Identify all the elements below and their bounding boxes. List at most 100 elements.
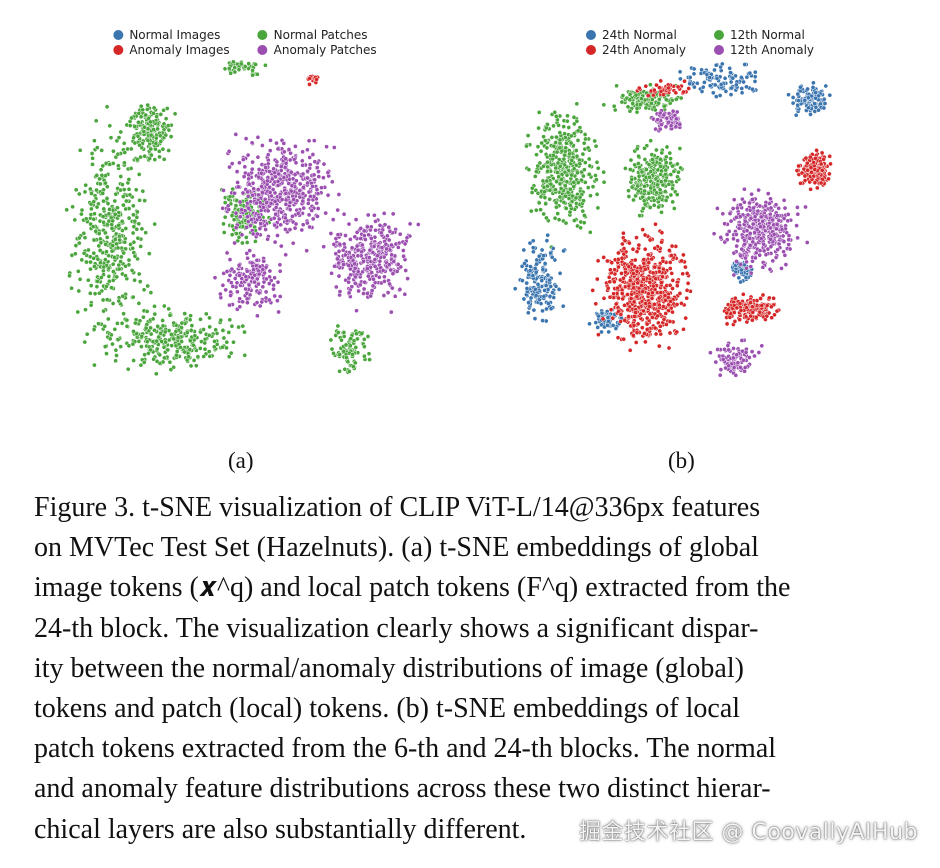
scatter-point [202,346,208,352]
scatter-point [631,333,636,338]
scatter-point [605,258,610,264]
scatter-point [666,85,672,91]
scatter-point [658,164,663,169]
scatter-point [768,225,773,231]
scatter-point [309,208,315,213]
scatter-point [381,293,387,298]
scatter-point [657,126,663,132]
scatter-point [526,167,532,172]
scatter-point [355,247,361,253]
scatter-point [331,145,337,150]
scatter-point [397,287,403,292]
scatter-point [277,294,283,299]
scatter-point [586,156,592,162]
scatter-point [808,112,813,117]
scatter-point [100,297,106,303]
scatter-point [605,322,610,328]
scatter-point [658,179,664,185]
scatter-point [162,355,167,361]
scatter-point [248,223,253,228]
scatter-point [808,186,813,192]
scatter-point [165,123,171,128]
scatter-point [781,216,787,221]
scatter-point [179,320,185,326]
scatter-point [101,264,107,270]
scatter-point [267,169,272,174]
scatter-point [553,187,558,193]
legend-label: Anomaly Images [129,43,230,57]
scatter-point [658,78,664,84]
scatter-point [653,276,659,282]
scatter-point [359,331,365,336]
scatter-point [336,273,342,279]
scatter-point [821,105,827,111]
scatter-point [153,135,159,141]
scatter-point [233,210,239,216]
scatter-point [76,191,82,197]
scatter-point [562,131,567,137]
scatter-point [616,295,621,301]
scatter-point [781,197,787,203]
scatter-point [639,169,645,175]
scatter-point [394,269,400,274]
scatter-point [707,83,713,89]
scatter-point [640,206,646,211]
scatter-point [245,214,250,220]
scatter-point [542,138,548,143]
scatter-point [277,262,283,268]
scatter-point [283,252,289,258]
scatter-point [165,347,171,353]
scatter-point [130,203,136,209]
scatter-point [112,237,118,242]
scatter-point [534,152,539,158]
scatter-point [240,299,246,305]
scatter-point [677,291,683,296]
scatter-point [643,339,648,345]
scatter-point [224,339,230,345]
scatter-point [532,286,538,292]
scatter-point [188,363,194,369]
scatter-point [232,69,238,75]
scatter-point [231,59,236,65]
scatter-point [255,154,261,160]
scatter-point [143,325,149,331]
scatter-point [642,145,647,151]
scatter-point [371,244,377,249]
scatter-point [747,231,753,236]
scatter-point [826,176,831,182]
scatter-point [667,266,673,271]
scatter-point [630,271,636,276]
scatter-point [245,255,250,261]
scatter-point [626,283,632,289]
scatter-point [101,268,106,274]
scatter-point [658,89,664,94]
scatter-point [267,268,273,274]
scatter-point [123,273,128,279]
scatter-point [365,334,371,339]
scatter-point [628,157,634,163]
scatter-point [771,231,777,237]
scatter-point [103,230,108,236]
scatter-point [388,309,394,315]
scatter-point [369,288,375,293]
scatter-point [233,203,239,208]
scatter-point [742,62,748,67]
tsne-panel-b: 24th Normal 12th Normal 24th Anomaly 12t… [495,20,905,420]
scatter-point [801,166,807,172]
scatter-point [528,264,533,269]
scatter-point [107,207,112,212]
scatter-point [102,323,108,329]
scatter-point [333,251,339,257]
scatter-point [653,221,658,227]
scatter-point [535,282,541,287]
scatter-point [343,233,348,238]
scatter-point [768,196,773,202]
scatter-point [281,141,287,146]
scatter-point [535,190,541,196]
scatter-point [386,237,392,243]
scatter-point [779,227,785,233]
scatter-point [99,275,104,280]
scatter-point [642,157,648,162]
scatter-point [785,218,791,224]
scatter-point [231,339,236,345]
